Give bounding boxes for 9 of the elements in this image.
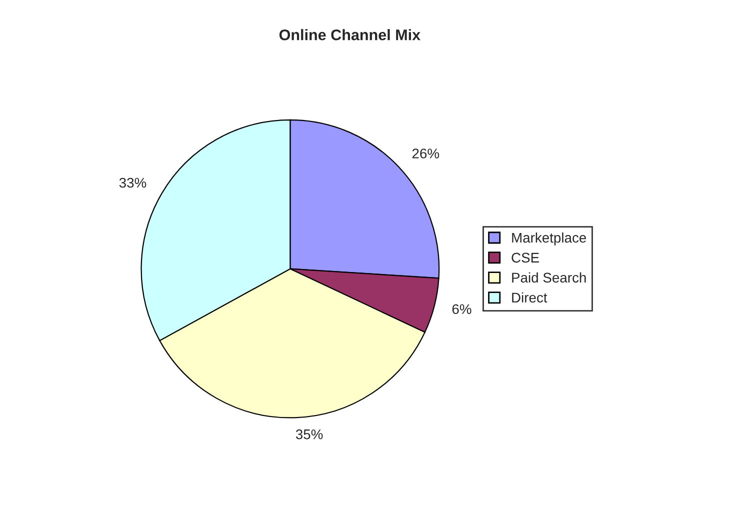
legend-label: Paid Search bbox=[512, 272, 586, 283]
data-label: 33% bbox=[119, 178, 146, 188]
legend-label: Marketplace bbox=[512, 232, 586, 246]
data-label: 35% bbox=[296, 429, 323, 440]
data-label: 6% bbox=[452, 304, 472, 314]
legend-label: CSE bbox=[512, 252, 539, 263]
data-label: 26% bbox=[412, 148, 440, 158]
chart-title: Online Channel Mix bbox=[279, 29, 420, 40]
legend-label: Direct bbox=[512, 292, 548, 303]
